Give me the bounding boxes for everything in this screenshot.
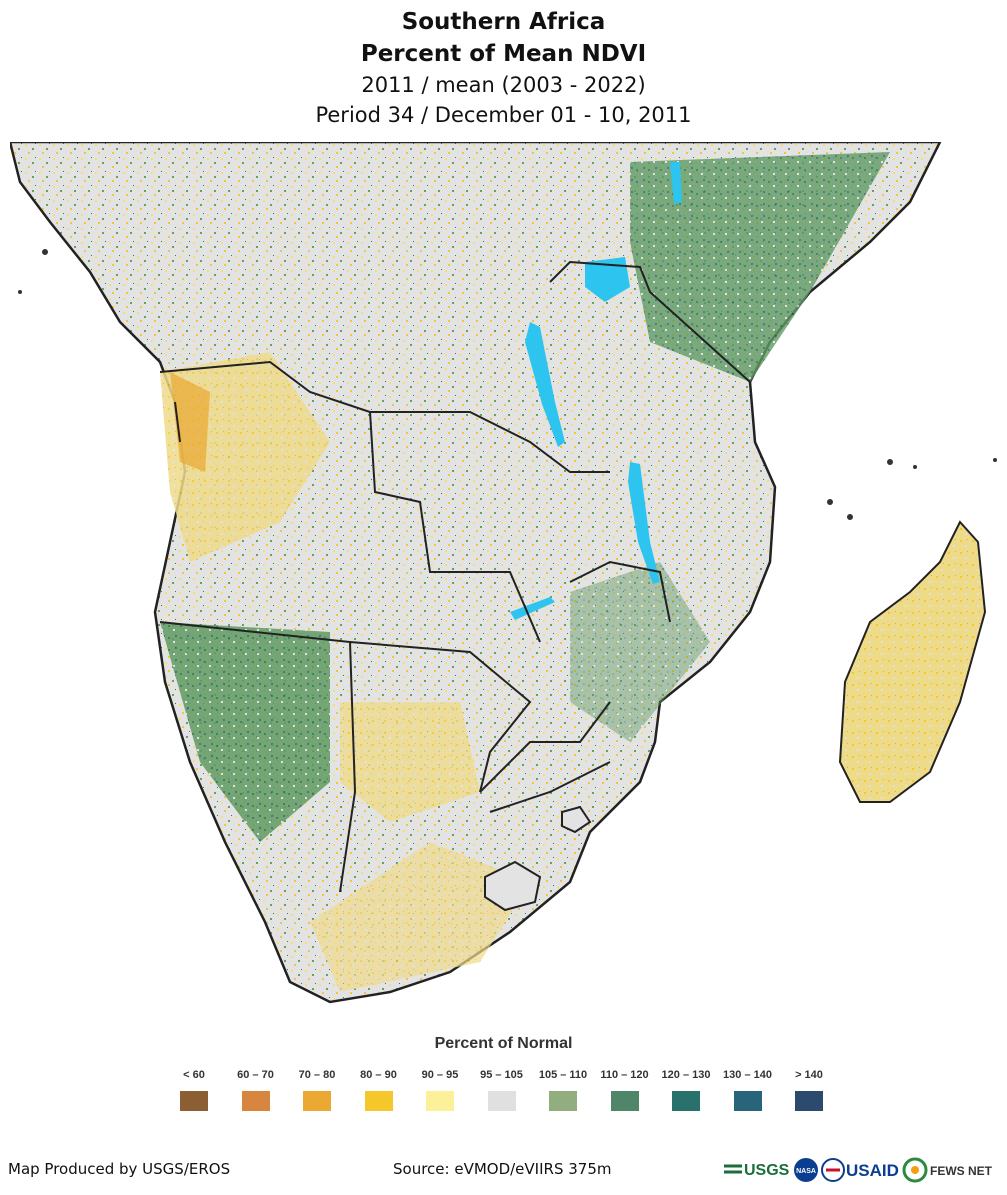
legend-swatch	[549, 1091, 577, 1111]
legend-label: 105 – 110	[538, 1069, 588, 1081]
island-6	[42, 249, 48, 255]
legend-label: 70 – 80	[298, 1069, 336, 1081]
map-title-product: Percent of Mean NDVI	[360, 41, 647, 67]
legend-swatch	[610, 1091, 639, 1111]
island-4	[847, 514, 853, 520]
legend-swatch	[364, 1091, 393, 1111]
lake-malawi	[628, 462, 660, 584]
legend-item: < 60	[163, 1069, 225, 1111]
fewsnet-text: FEWS NET	[930, 1164, 993, 1178]
legend-title: Percent of Normal	[434, 1035, 573, 1052]
data-source: Source: eVMOD/eVIIRS 375m	[393, 1160, 612, 1178]
nasa-logo: NASA	[794, 1158, 818, 1182]
island-3	[827, 499, 833, 505]
legend-item: 120 – 130	[655, 1069, 717, 1111]
fewsnet-logo: FEWS NET	[902, 1157, 993, 1183]
lesotho	[484, 860, 542, 912]
lake-victoria	[585, 257, 630, 302]
legend-row: < 60 60 – 70 70 – 80 80 – 90 90 – 95 95 – 105…	[163, 1069, 843, 1119]
legend-item: 60 – 70	[225, 1069, 287, 1111]
legend-label: 110 – 120	[600, 1069, 649, 1081]
legend-item: > 140	[778, 1069, 840, 1111]
legend-swatch	[487, 1091, 516, 1111]
legend-swatch	[672, 1091, 700, 1111]
logo-strip-svg: USGS NASA USAID FEWS NET	[724, 1157, 993, 1183]
map-title-region: Southern Africa	[401, 9, 606, 35]
lake-kariba	[510, 597, 555, 620]
country-borders	[159, 260, 751, 893]
logo-strip: USGS NASA USAID FEWS NET	[722, 1156, 1002, 1184]
nasa-text: NASA	[796, 1168, 816, 1175]
usgs-text: USGS	[744, 1162, 790, 1179]
legend-item: 105 – 110	[532, 1069, 594, 1111]
legend-item: 90 – 95	[409, 1069, 471, 1111]
legend-swatch	[241, 1091, 270, 1111]
yellow-zone-south-africa	[310, 842, 530, 992]
map-subtitle-period: Period 34 / December 01 - 10, 2011	[315, 103, 692, 127]
island-2	[913, 465, 917, 469]
legend-label: 95 – 105	[480, 1069, 523, 1081]
yellow-zone-coast-congo	[170, 372, 210, 472]
usaid-text: USAID	[846, 1161, 899, 1180]
legend: Percent of Normal < 60 60 – 70 70 – 80 80 –…	[0, 1035, 1007, 1111]
usaid-logo: USAID	[821, 1158, 899, 1182]
legend-label: 130 – 140	[723, 1069, 772, 1081]
lake-turkana-area	[670, 162, 682, 204]
legend-label: 90 – 95	[421, 1069, 459, 1081]
legend-item: 95 – 105	[471, 1069, 533, 1111]
map-title-block: Southern Africa Percent of Mean NDVI 201…	[0, 6, 1007, 130]
green-zone-namibia	[160, 622, 330, 842]
ndvi-map-svg	[8, 140, 997, 1004]
green-zone-tanzania	[630, 152, 890, 382]
legend-label: < 60	[183, 1069, 205, 1081]
legend-item: 80 – 90	[348, 1069, 410, 1111]
lake-tanganyika	[525, 322, 565, 447]
usgs-logo: USGS	[724, 1162, 790, 1179]
legend-label: 60 – 70	[237, 1069, 274, 1081]
island-1	[887, 459, 893, 465]
ndvi-map	[8, 140, 1000, 1017]
legend-label: 80 – 90	[360, 1069, 397, 1081]
island-7	[18, 290, 22, 294]
island-5	[993, 458, 997, 462]
legend-item: 70 – 80	[286, 1069, 348, 1111]
madagascar	[838, 520, 987, 803]
legend-swatch	[795, 1091, 823, 1111]
legend-swatch	[733, 1091, 762, 1111]
green-zone-mozambique	[570, 562, 710, 742]
map-credit: Map Produced by USGS/EROS	[8, 1160, 231, 1178]
legend-swatch	[180, 1091, 208, 1111]
eswatini	[561, 805, 592, 834]
legend-item: 110 – 120	[594, 1069, 656, 1111]
legend-label: 120 – 130	[661, 1069, 711, 1081]
legend-swatch	[426, 1091, 454, 1111]
legend-item: 130 – 140	[717, 1069, 779, 1111]
legend-swatch	[303, 1091, 331, 1111]
legend-label: > 140	[795, 1069, 823, 1081]
map-subtitle-baseline: 2011 / mean (2003 - 2022)	[361, 73, 646, 97]
yellow-zone-botswana	[340, 702, 480, 822]
